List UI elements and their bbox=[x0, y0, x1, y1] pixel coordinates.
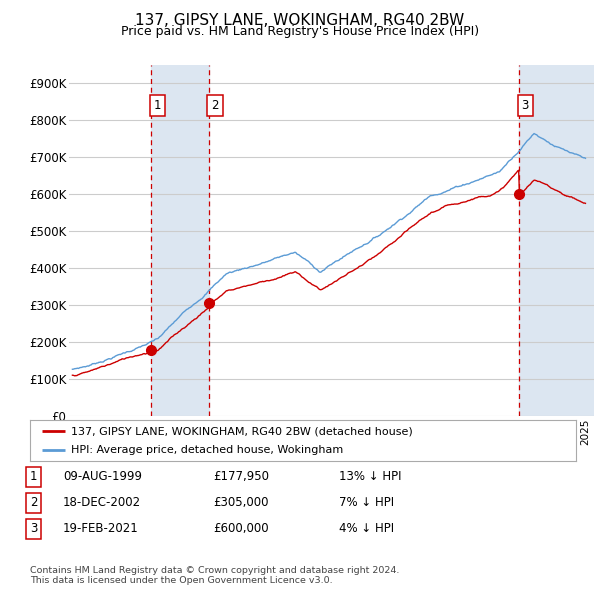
Text: 137, GIPSY LANE, WOKINGHAM, RG40 2BW: 137, GIPSY LANE, WOKINGHAM, RG40 2BW bbox=[136, 13, 464, 28]
Text: 2: 2 bbox=[30, 496, 37, 509]
Text: 13% ↓ HPI: 13% ↓ HPI bbox=[339, 470, 401, 483]
Text: Contains HM Land Registry data © Crown copyright and database right 2024.
This d: Contains HM Land Registry data © Crown c… bbox=[30, 566, 400, 585]
Text: 3: 3 bbox=[521, 99, 529, 112]
Text: 1: 1 bbox=[154, 99, 161, 112]
Text: 137, GIPSY LANE, WOKINGHAM, RG40 2BW (detached house): 137, GIPSY LANE, WOKINGHAM, RG40 2BW (de… bbox=[71, 426, 413, 436]
Text: 1: 1 bbox=[30, 470, 37, 483]
Text: 09-AUG-1999: 09-AUG-1999 bbox=[63, 470, 142, 483]
Text: £177,950: £177,950 bbox=[213, 470, 269, 483]
Bar bbox=[151, 65, 209, 416]
Text: 19-FEB-2021: 19-FEB-2021 bbox=[63, 522, 139, 535]
Text: Price paid vs. HM Land Registry's House Price Index (HPI): Price paid vs. HM Land Registry's House … bbox=[121, 25, 479, 38]
Text: £305,000: £305,000 bbox=[213, 496, 269, 509]
Text: 4% ↓ HPI: 4% ↓ HPI bbox=[339, 522, 394, 535]
Text: £600,000: £600,000 bbox=[213, 522, 269, 535]
Text: HPI: Average price, detached house, Wokingham: HPI: Average price, detached house, Woki… bbox=[71, 445, 343, 455]
Text: 3: 3 bbox=[30, 522, 37, 535]
Bar bbox=[519, 65, 594, 416]
Text: 2: 2 bbox=[211, 99, 218, 112]
Text: 7% ↓ HPI: 7% ↓ HPI bbox=[339, 496, 394, 509]
Text: 18-DEC-2002: 18-DEC-2002 bbox=[63, 496, 141, 509]
